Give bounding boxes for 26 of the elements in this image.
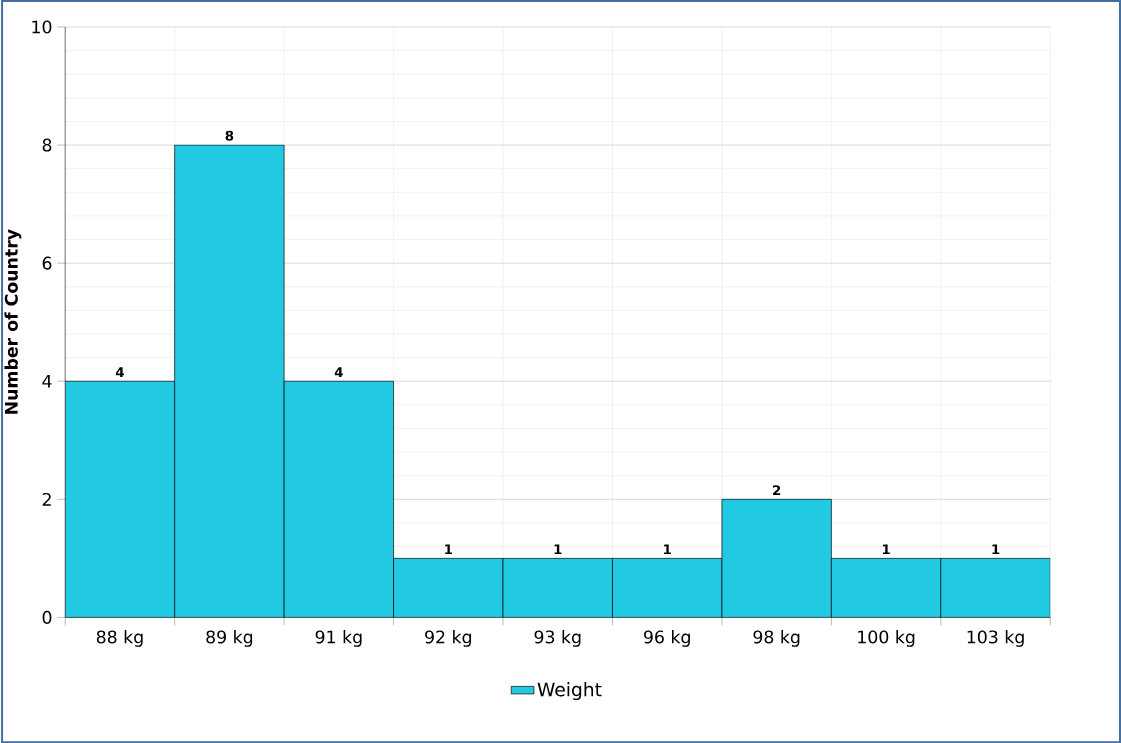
y-tick-label: 6 <box>42 256 52 270</box>
x-tick-label: 89 kg <box>206 629 253 647</box>
data-label: 4 <box>115 367 124 377</box>
x-tick-label: 88 kg <box>96 629 143 647</box>
x-tick-label: 100 kg <box>858 629 915 647</box>
y-tick-label: 0 <box>42 610 52 624</box>
x-tick-label: 92 kg <box>425 629 471 647</box>
data-label: 1 <box>882 544 890 554</box>
data-label: 1 <box>664 544 671 554</box>
legend-label: Weight <box>537 681 602 700</box>
data-label: 2 <box>773 485 781 495</box>
x-tick-label: 96 kg <box>644 629 690 647</box>
y-tick-label: 4 <box>42 374 52 388</box>
data-label: 1 <box>445 544 453 554</box>
data-label: 1 <box>554 544 562 554</box>
data-label: 1 <box>992 544 1000 554</box>
y-axis-title: Number of Country <box>4 229 22 414</box>
y-tick-label: 8 <box>42 138 52 152</box>
data-label: 8 <box>225 130 234 141</box>
x-tick-label: 103 kg <box>967 629 1024 647</box>
y-tick-label: 2 <box>42 492 51 506</box>
data-label: 4 <box>334 367 343 377</box>
x-tick-label: 98 kg <box>753 629 800 647</box>
y-tick-label: 10 <box>32 20 52 34</box>
x-tick-label: 93 kg <box>534 629 581 647</box>
x-tick-label: 91 kg <box>315 629 362 647</box>
